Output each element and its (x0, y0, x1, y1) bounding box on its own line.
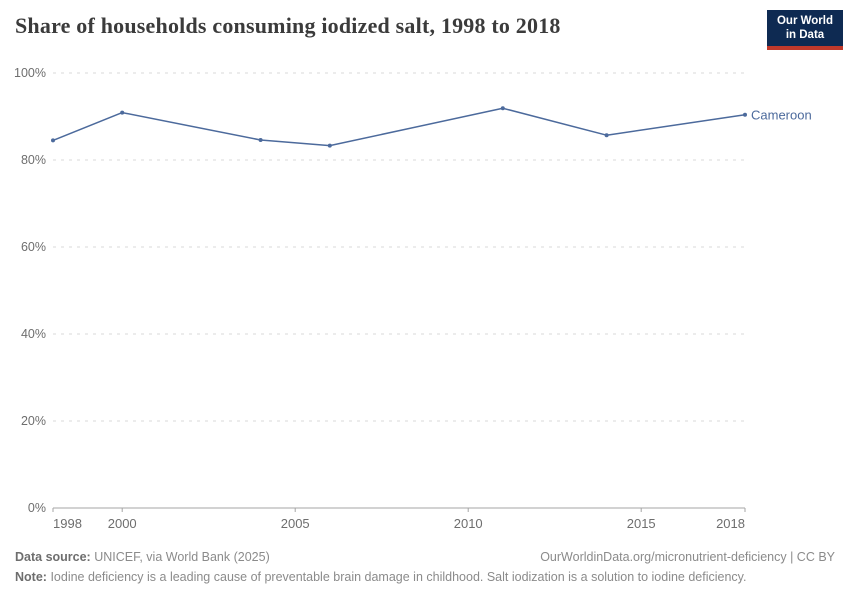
data-line (52, 107, 746, 147)
y-tick-label: 20% (21, 414, 46, 428)
y-tick-label: 40% (21, 327, 46, 341)
footer-note: Note: Iodine deficiency is a leading cau… (15, 568, 835, 587)
chart-footer: Data source: UNICEF, via World Bank (202… (15, 548, 835, 587)
note-text: Iodine deficiency is a leading cause of … (50, 569, 747, 584)
data-point (51, 138, 55, 143)
x-tick-label: 2015 (627, 516, 656, 531)
owid-logo-line1: Our World (776, 14, 833, 27)
data-point (604, 133, 609, 138)
data-point (327, 143, 332, 148)
note-label: Note: (15, 569, 47, 584)
footer-url-link[interactable]: OurWorldinData.org/micronutrient-deficie… (540, 550, 835, 565)
x-tick-label: 2000 (108, 516, 137, 531)
data-point (500, 106, 505, 111)
y-tick-label: 80% (21, 153, 46, 167)
data-point (258, 137, 263, 142)
x-tick-label: 2005 (281, 516, 310, 531)
y-tick-label: 100% (14, 66, 46, 80)
y-tick-label: 0% (28, 501, 46, 515)
series-label: Cameroon (751, 107, 812, 122)
x-tick-label: 2010 (454, 516, 483, 531)
owid-logo-line2: in Data (785, 29, 825, 41)
data-point (120, 110, 125, 115)
y-tick-label: 60% (21, 240, 46, 254)
data-source-text: UNICEF, via World Bank (2025) (94, 550, 270, 565)
x-tick-label: 1998 (53, 516, 82, 531)
data-source-label: Data source: (15, 550, 91, 565)
owid-logo: Our World in Data (767, 10, 843, 50)
data-source: Data source: UNICEF, via World Bank (202… (15, 548, 270, 567)
x-tick-label: 2018 (716, 516, 745, 531)
data-point (743, 112, 747, 117)
page-title: Share of households consuming iodized sa… (15, 13, 561, 38)
